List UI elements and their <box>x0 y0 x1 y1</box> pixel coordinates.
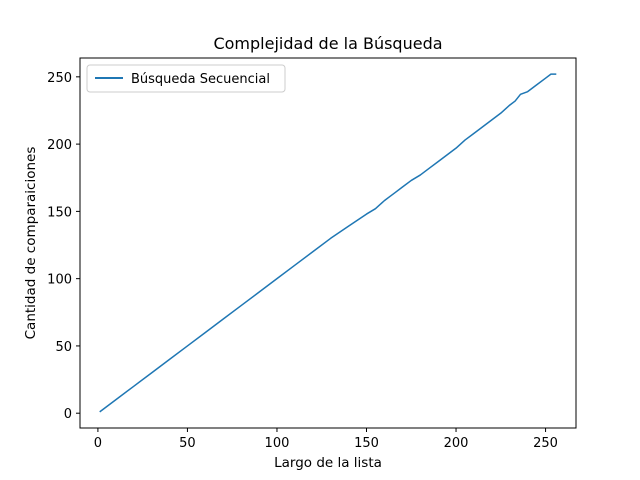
y-tick-label: 250 <box>47 71 72 86</box>
y-tick-label: 100 <box>47 273 72 288</box>
x-tick-label: 150 <box>354 436 379 451</box>
y-tick-label: 150 <box>47 205 72 220</box>
legend-label: Búsqueda Secuencial <box>131 72 270 87</box>
y-axis-label: Cantidad de comparaiciones <box>23 147 39 340</box>
y-tick-label: 200 <box>47 138 72 153</box>
x-tick-label: 100 <box>265 436 290 451</box>
x-axis-label: Largo de la lista <box>274 455 382 471</box>
axes-frame <box>79 57 577 429</box>
x-tick-label: 0 <box>94 436 102 451</box>
y-tick-label: 0 <box>64 407 72 422</box>
y-tick-label: 50 <box>55 340 72 355</box>
x-tick-label: 50 <box>179 436 196 451</box>
y-axis: 0 50 100 150 200 250 <box>47 71 80 422</box>
series-line-0 <box>99 73 557 413</box>
legend: Búsqueda Secuencial <box>86 64 286 93</box>
x-axis: 0 50 100 150 200 250 <box>94 428 558 451</box>
x-tick-label: 250 <box>533 436 558 451</box>
legend-box <box>86 64 286 93</box>
chart-title: Complejidad de la Búsqueda <box>213 34 442 53</box>
x-tick-label: 200 <box>444 436 469 451</box>
plot-area <box>99 73 557 413</box>
